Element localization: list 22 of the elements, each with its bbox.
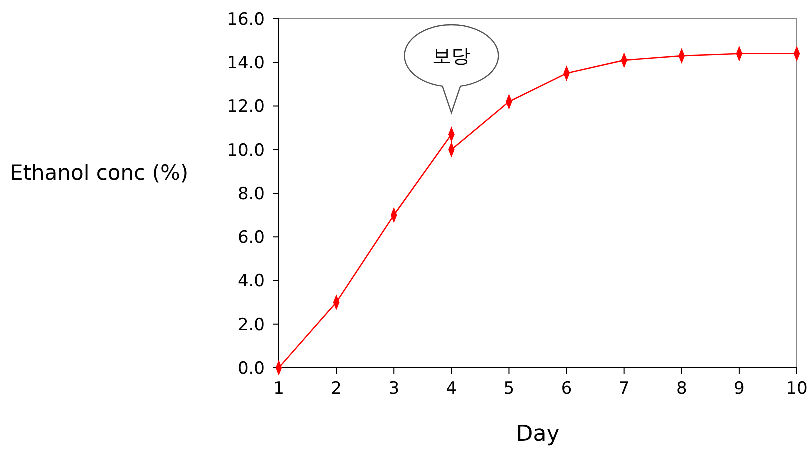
x-tick-label: 3 — [388, 379, 400, 399]
annotation: 보당 — [432, 46, 471, 68]
y-tick-label: 8.0 — [238, 184, 265, 204]
y-tick-label: 10.0 — [227, 140, 265, 161]
x-tick-label: 2 — [331, 379, 342, 399]
y-tick-label: 16.0 — [227, 10, 265, 30]
x-tick-label: 4 — [446, 379, 458, 399]
y-axis-title: Ethanol conc (%) — [10, 161, 189, 185]
y-tick-label: 2.0 — [238, 315, 265, 336]
y-tick-label: 4.0 — [238, 272, 265, 292]
x-tick-label: 8 — [676, 379, 688, 399]
x-tick-label: 7 — [618, 379, 630, 399]
x-tick-label: 1 — [274, 379, 284, 399]
x-tick-label: 9 — [734, 379, 745, 399]
y-tick-label: 0.0 — [238, 358, 265, 379]
x-tick-label: 10 — [786, 379, 808, 399]
x-tick-label: 6 — [561, 379, 572, 399]
y-tick-label: 6.0 — [238, 228, 265, 248]
y-tick-label: 14.0 — [227, 54, 265, 74]
x-axis-title: Day — [516, 422, 560, 447]
x-tick-label: 5 — [504, 379, 515, 399]
y-tick-label: 12.0 — [227, 97, 265, 118]
